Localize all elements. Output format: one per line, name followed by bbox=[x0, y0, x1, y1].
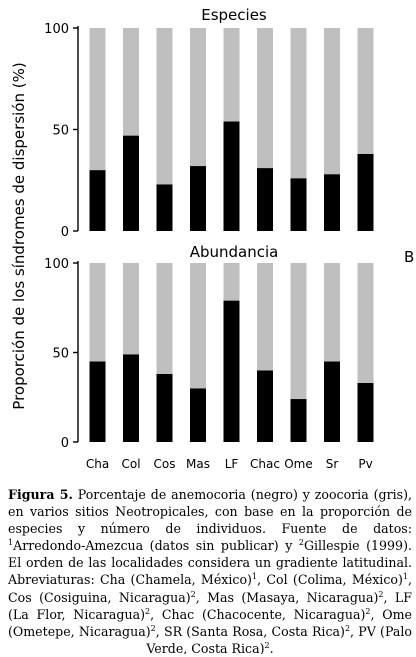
y-tick-label-100: 100 bbox=[44, 22, 69, 37]
bar-zoocoria-mas bbox=[190, 263, 206, 389]
bar-anemocoria-ome bbox=[290, 399, 307, 442]
bar-anemocoria-mas bbox=[190, 166, 206, 231]
panel-letter: B bbox=[404, 248, 414, 266]
bar-zoocoria-lf bbox=[223, 263, 240, 301]
bar-anemocoria-sr bbox=[324, 174, 340, 231]
bar-zoocoria-pv bbox=[357, 263, 374, 383]
bar-anemocoria-sr bbox=[324, 361, 340, 442]
bar-anemocoria-mas bbox=[190, 388, 206, 442]
bar-anemocoria-lf bbox=[223, 300, 240, 442]
bar-zoocoria-chac bbox=[257, 28, 273, 169]
chart-panel-abundancia: Abundancia Cha Col Cos Mas LF Chac Ome Sr Pv 0 50 10… bbox=[44, 243, 374, 471]
bar-zoocoria-cha bbox=[89, 28, 106, 171]
chart-title: Abundancia bbox=[190, 243, 279, 261]
x-tick-label-mas: Mas bbox=[186, 457, 210, 471]
bar-anemocoria-cos bbox=[156, 373, 173, 442]
bar-zoocoria-lf bbox=[223, 28, 240, 122]
y-tick-label-50: 50 bbox=[52, 124, 69, 139]
bar-anemocoria-col bbox=[123, 135, 139, 231]
bar-zoocoria-pv bbox=[357, 28, 374, 154]
bar-zoocoria-chac bbox=[257, 263, 273, 371]
x-tick-label-pv: Pv bbox=[358, 457, 372, 471]
y-tick-label-0: 0 bbox=[61, 436, 69, 451]
chart-title: Especies bbox=[201, 6, 267, 24]
x-tick-label-lf: LF bbox=[225, 457, 239, 471]
x-tick-label-col: Col bbox=[121, 457, 140, 471]
bar-anemocoria-chac bbox=[257, 168, 273, 231]
x-tick-label-cos: Cos bbox=[154, 457, 176, 471]
bar-zoocoria-mas bbox=[190, 28, 206, 167]
stacked-bar-figure: Especies 0 50 100 Abundancia Cha Col Cos Mas LF C… bbox=[10, 6, 414, 471]
bar-anemocoria-cha bbox=[89, 361, 106, 442]
bar-anemocoria-pv bbox=[357, 382, 374, 442]
x-tick-label-chac: Chac bbox=[250, 457, 280, 471]
bar-zoocoria-ome bbox=[290, 28, 307, 179]
chart-panel-especies: Especies 0 50 100 bbox=[44, 6, 374, 240]
y-axis-label: Proporción de los síndromes de dispersió… bbox=[10, 62, 28, 409]
bar-anemocoria-cos bbox=[156, 184, 173, 231]
caption-label: Figura 5. bbox=[8, 487, 73, 502]
bar-zoocoria-col bbox=[123, 263, 139, 355]
bar-zoocoria-col bbox=[123, 28, 139, 136]
x-tick-label-ome: Ome bbox=[284, 457, 313, 471]
bar-anemocoria-col bbox=[123, 354, 139, 442]
caption-body: Porcentaje de anemocoria (negro) y zooco… bbox=[8, 487, 412, 654]
y-tick-label-100: 100 bbox=[44, 257, 69, 272]
x-tick-label-sr: Sr bbox=[326, 457, 339, 471]
y-tick-label-50: 50 bbox=[52, 347, 69, 362]
bar-zoocoria-cos bbox=[156, 263, 173, 374]
figure-caption: Figura 5. Porcentaje de anemocoria (negr… bbox=[8, 486, 412, 654]
bar-anemocoria-ome bbox=[290, 178, 307, 231]
bar-zoocoria-cos bbox=[156, 28, 173, 185]
y-tick-label-0: 0 bbox=[61, 225, 69, 240]
bar-zoocoria-cha bbox=[89, 263, 106, 362]
bar-zoocoria-ome bbox=[290, 263, 307, 400]
bar-anemocoria-cha bbox=[89, 170, 106, 231]
bar-anemocoria-pv bbox=[357, 153, 374, 231]
bar-zoocoria-sr bbox=[324, 28, 340, 175]
bar-anemocoria-chac bbox=[257, 370, 273, 442]
bar-zoocoria-sr bbox=[324, 263, 340, 362]
bar-anemocoria-lf bbox=[223, 121, 240, 231]
x-tick-label-cha: Cha bbox=[86, 457, 109, 471]
